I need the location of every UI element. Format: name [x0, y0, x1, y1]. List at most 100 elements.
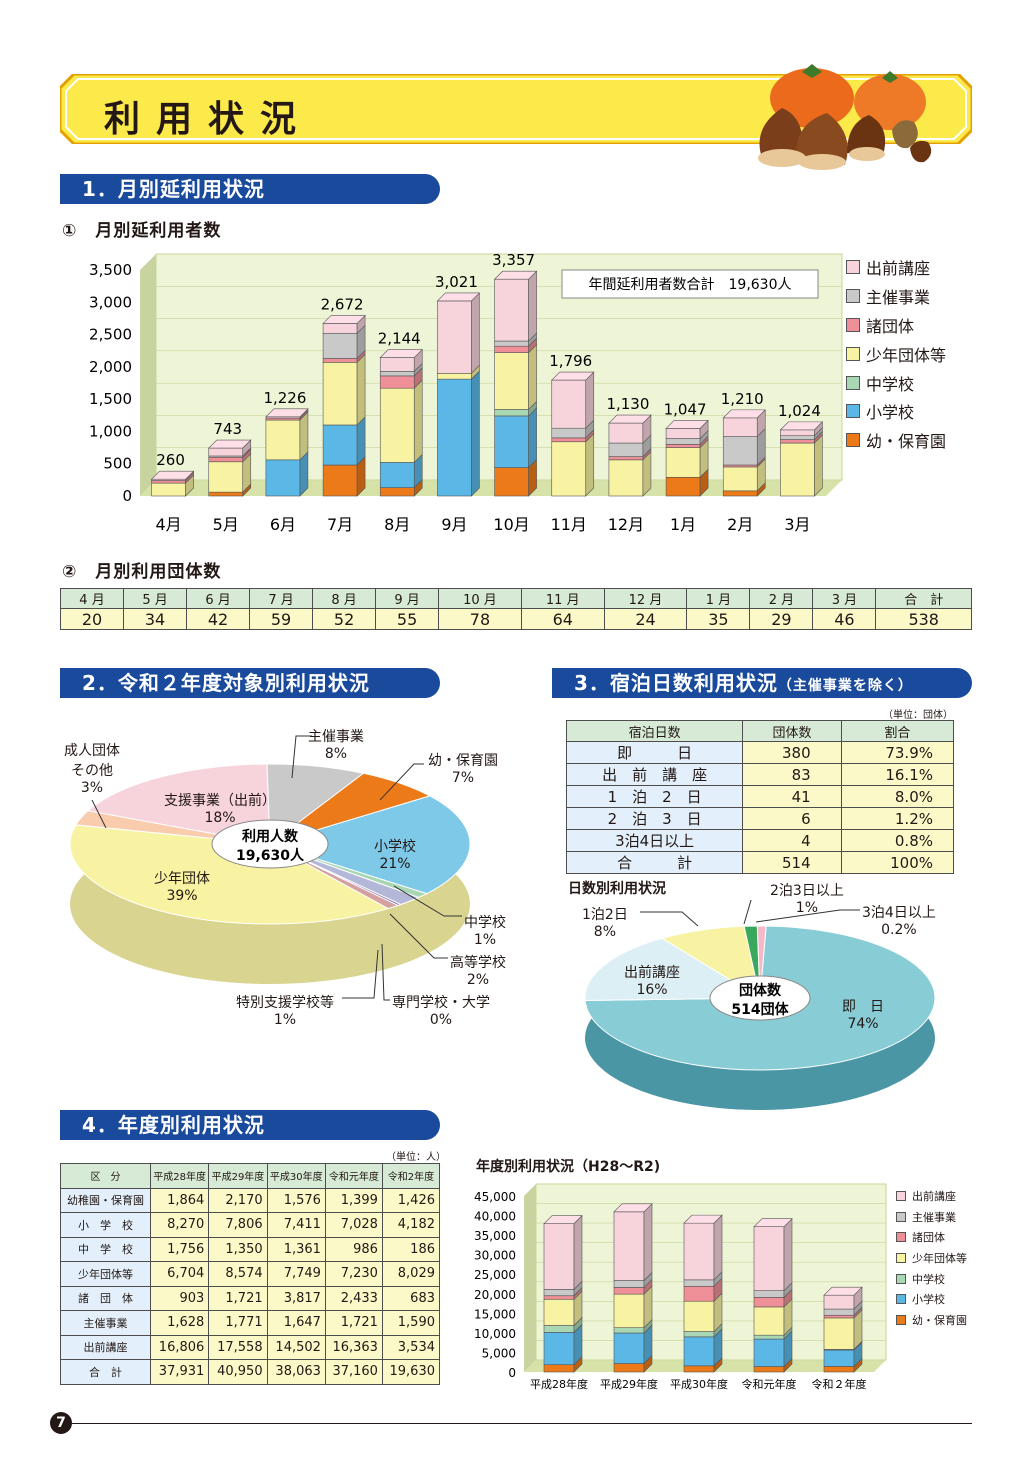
bar-total-label: 1,210 [721, 390, 764, 408]
legend-label: 諸団体 [866, 316, 915, 336]
table-cell: 40,950 [208, 1359, 268, 1385]
bar-segment [780, 435, 815, 440]
x-category-label: 平成28年度 [530, 1377, 588, 1391]
bar-top [208, 439, 252, 449]
bar-segment [379, 462, 415, 488]
table-cell: 即 日 [565, 741, 744, 764]
table-cell: 16.1% [840, 763, 955, 786]
bar-segment [722, 490, 758, 497]
table-cell: 1,590 [381, 1310, 441, 1336]
x-category-label: 8月 [384, 515, 410, 534]
table-row: 少年団体等 6,704 8,574 7,749 7,230 8,029 [60, 1261, 441, 1287]
bar-top [265, 408, 309, 418]
legend-item: 幼・保育園 [896, 1310, 976, 1331]
bar-segment [543, 1298, 575, 1326]
bar-segment [665, 447, 701, 478]
bar-side [356, 353, 366, 426]
table-cell: 37,160 [324, 1359, 383, 1385]
table-row: 即 日 380 73.9% [565, 741, 955, 764]
bar-segment [437, 300, 472, 374]
table-header-cell: 合 計 [875, 588, 972, 609]
table-row: 3泊4日以上 4 0.8% [565, 829, 955, 852]
persimmon-chestnut-illustration [758, 64, 932, 170]
table-cell: 0.8% [840, 829, 955, 852]
legend-swatch [846, 404, 860, 419]
table-cell: 2,170 [208, 1187, 268, 1213]
table-header-cell: 1 月 [686, 588, 751, 609]
table-cell: 8,574 [208, 1261, 268, 1287]
x-category-label: 6月 [270, 515, 296, 534]
bar-top [722, 409, 766, 419]
bar-top [551, 371, 595, 381]
bar-segment [753, 1366, 785, 1373]
bar-segment [613, 1327, 645, 1334]
y-tick-label: 10,000 [474, 1327, 516, 1341]
table-cell: 6 [742, 807, 842, 830]
table-cell: 7,230 [324, 1261, 383, 1287]
table-cell: 7,806 [208, 1212, 268, 1238]
table-header-cell: 平成30年度 [266, 1163, 326, 1189]
pie-slice [69, 824, 390, 925]
bar-segment [665, 444, 701, 448]
bar-segment [543, 1332, 575, 1366]
legend-swatch [896, 1253, 906, 1264]
table-cell: 出前講座 [60, 1334, 151, 1360]
table-cell: 46 [812, 608, 877, 630]
monthly-users-heading: ① 月別延利用者数 [62, 221, 222, 241]
bar-top [322, 315, 366, 324]
monthly-chart-legend: 出前講座 主催事業 諸団体 少年団体等 中学校 小学校 幼・保育園 [846, 253, 986, 455]
bar-total-label: 3,021 [435, 273, 478, 291]
bar-segment [208, 461, 244, 493]
bar-side [528, 343, 537, 411]
stay-days-table: 宿泊日数 団体数 割合 即 日 380 73.9% 出 前 講 座 83 16.1% 1 泊 2… [565, 720, 955, 874]
monthly-users-chart: 0 500 1,000 1,500 2,000 2,500 3,000 3,500 260 4月 7… [89, 251, 843, 534]
bar-segment [543, 1289, 575, 1297]
bar-top [613, 1203, 653, 1213]
x-category-label: 9月 [441, 515, 467, 534]
table-cell: 59 [249, 608, 314, 630]
table-cell: 1.2% [840, 807, 955, 830]
x-category-label: 令和２年度 [812, 1377, 867, 1391]
bar-segment [208, 447, 244, 457]
bar-segment [551, 437, 587, 443]
legend-swatch [846, 346, 860, 361]
section-monthly-usage: 1．月別延利用状況 [60, 174, 440, 204]
bar-segment [613, 1211, 645, 1281]
table-cell: 7,749 [266, 1261, 326, 1287]
x-category-label: 2月 [727, 515, 753, 534]
bar-segment [683, 1285, 715, 1302]
table-header-cell: 9 月 [375, 588, 440, 609]
bar-segment [322, 358, 358, 363]
table-cell: 4 [742, 829, 842, 852]
legend-swatch [896, 1294, 906, 1305]
bar-segment [753, 1306, 785, 1336]
legend-item: 諸団体 [846, 311, 986, 340]
page-title: 利用状況 [104, 99, 313, 140]
legend-swatch [846, 375, 860, 390]
bar-segment [683, 1279, 715, 1287]
table-cell: 538 [875, 608, 972, 630]
x-category-label: 10月 [493, 515, 529, 534]
x-category-label: 5月 [213, 515, 239, 534]
table-cell: 38,063 [266, 1359, 326, 1385]
bar-total-label: 1,226 [263, 389, 306, 407]
table-cell: 合 計 [565, 851, 744, 874]
bar-segment [823, 1349, 855, 1367]
table-cell: 1,721 [324, 1310, 383, 1336]
table-header-cell: 7 月 [249, 588, 314, 609]
table-cell: 4,182 [381, 1212, 441, 1238]
annotation-text: 年間延利用者数合計 19,630人 [589, 277, 792, 293]
bar-top [823, 1286, 863, 1296]
table-cell: 14,502 [266, 1334, 326, 1360]
table-header-cell: 平成29年度 [208, 1163, 268, 1189]
bar-top [150, 470, 195, 480]
table-header-cell: 割合 [840, 720, 955, 742]
y-tick-label: 5,000 [482, 1346, 516, 1360]
bar-segment [208, 456, 244, 463]
section-stay-days: 3．宿泊日数利用状況（主催事業を除く） [552, 668, 972, 698]
table-cell: 1,426 [381, 1187, 441, 1213]
table-cell: 380 [742, 741, 842, 764]
legend-label: 小学校 [912, 1293, 945, 1307]
bar-segment [208, 491, 244, 497]
